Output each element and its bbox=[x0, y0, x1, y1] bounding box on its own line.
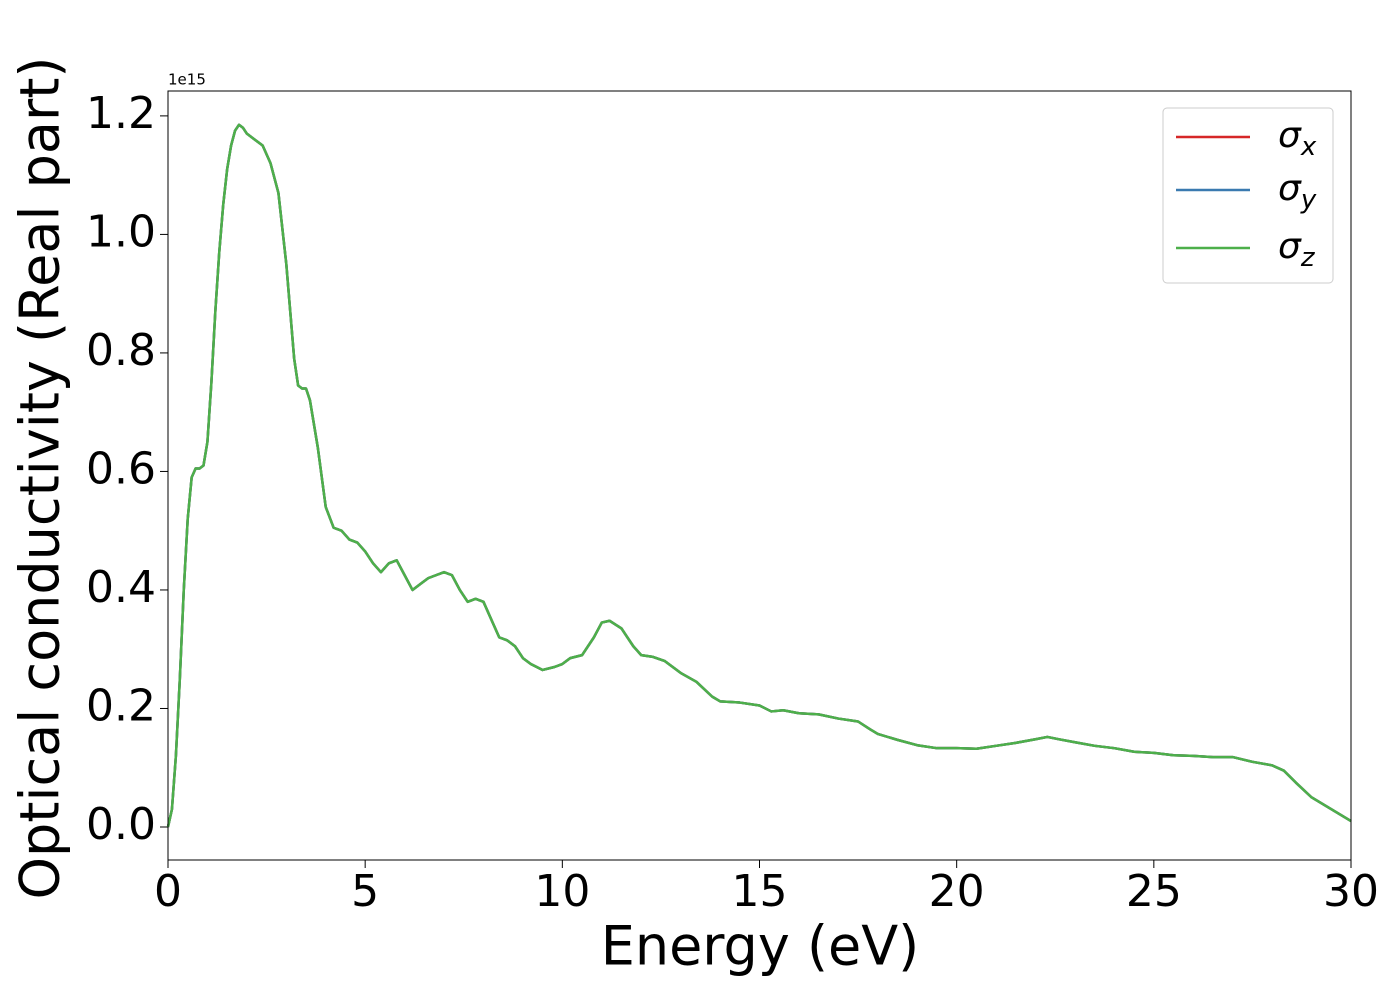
y-tick-label: 1.2 bbox=[86, 88, 156, 139]
y-tick-label: 0.2 bbox=[86, 680, 156, 731]
legend-label: σx bbox=[1278, 115, 1317, 162]
y-axis-label: Optical conductivity (Real part) bbox=[9, 57, 72, 900]
x-axis-label: Energy (eV) bbox=[601, 915, 920, 978]
legend-label: σy bbox=[1278, 168, 1317, 215]
x-tick-label: 25 bbox=[1126, 866, 1182, 917]
series-line bbox=[166, 123, 1352, 828]
y-tick-label: 0.4 bbox=[86, 562, 156, 613]
legend-box bbox=[1162, 107, 1334, 284]
y-tick-label: 0.8 bbox=[86, 325, 156, 376]
x-tick-label: 30 bbox=[1323, 866, 1379, 917]
x-tick-label: 10 bbox=[534, 866, 590, 917]
legend-label: σz bbox=[1278, 226, 1316, 273]
y-tick-label: 0.6 bbox=[86, 443, 156, 494]
legend: σx σy σz bbox=[1162, 107, 1334, 284]
x-tick-label: 0 bbox=[154, 866, 182, 917]
plot-frame bbox=[167, 90, 1352, 861]
x-tick-label: 5 bbox=[351, 866, 379, 917]
y-tick-label: 1.0 bbox=[86, 206, 156, 257]
x-tick-label: 20 bbox=[929, 866, 985, 917]
x-tick-label: 15 bbox=[732, 866, 788, 917]
y-tick-label: 0.0 bbox=[86, 799, 156, 850]
y-offset-label: 1e15 bbox=[168, 71, 206, 89]
